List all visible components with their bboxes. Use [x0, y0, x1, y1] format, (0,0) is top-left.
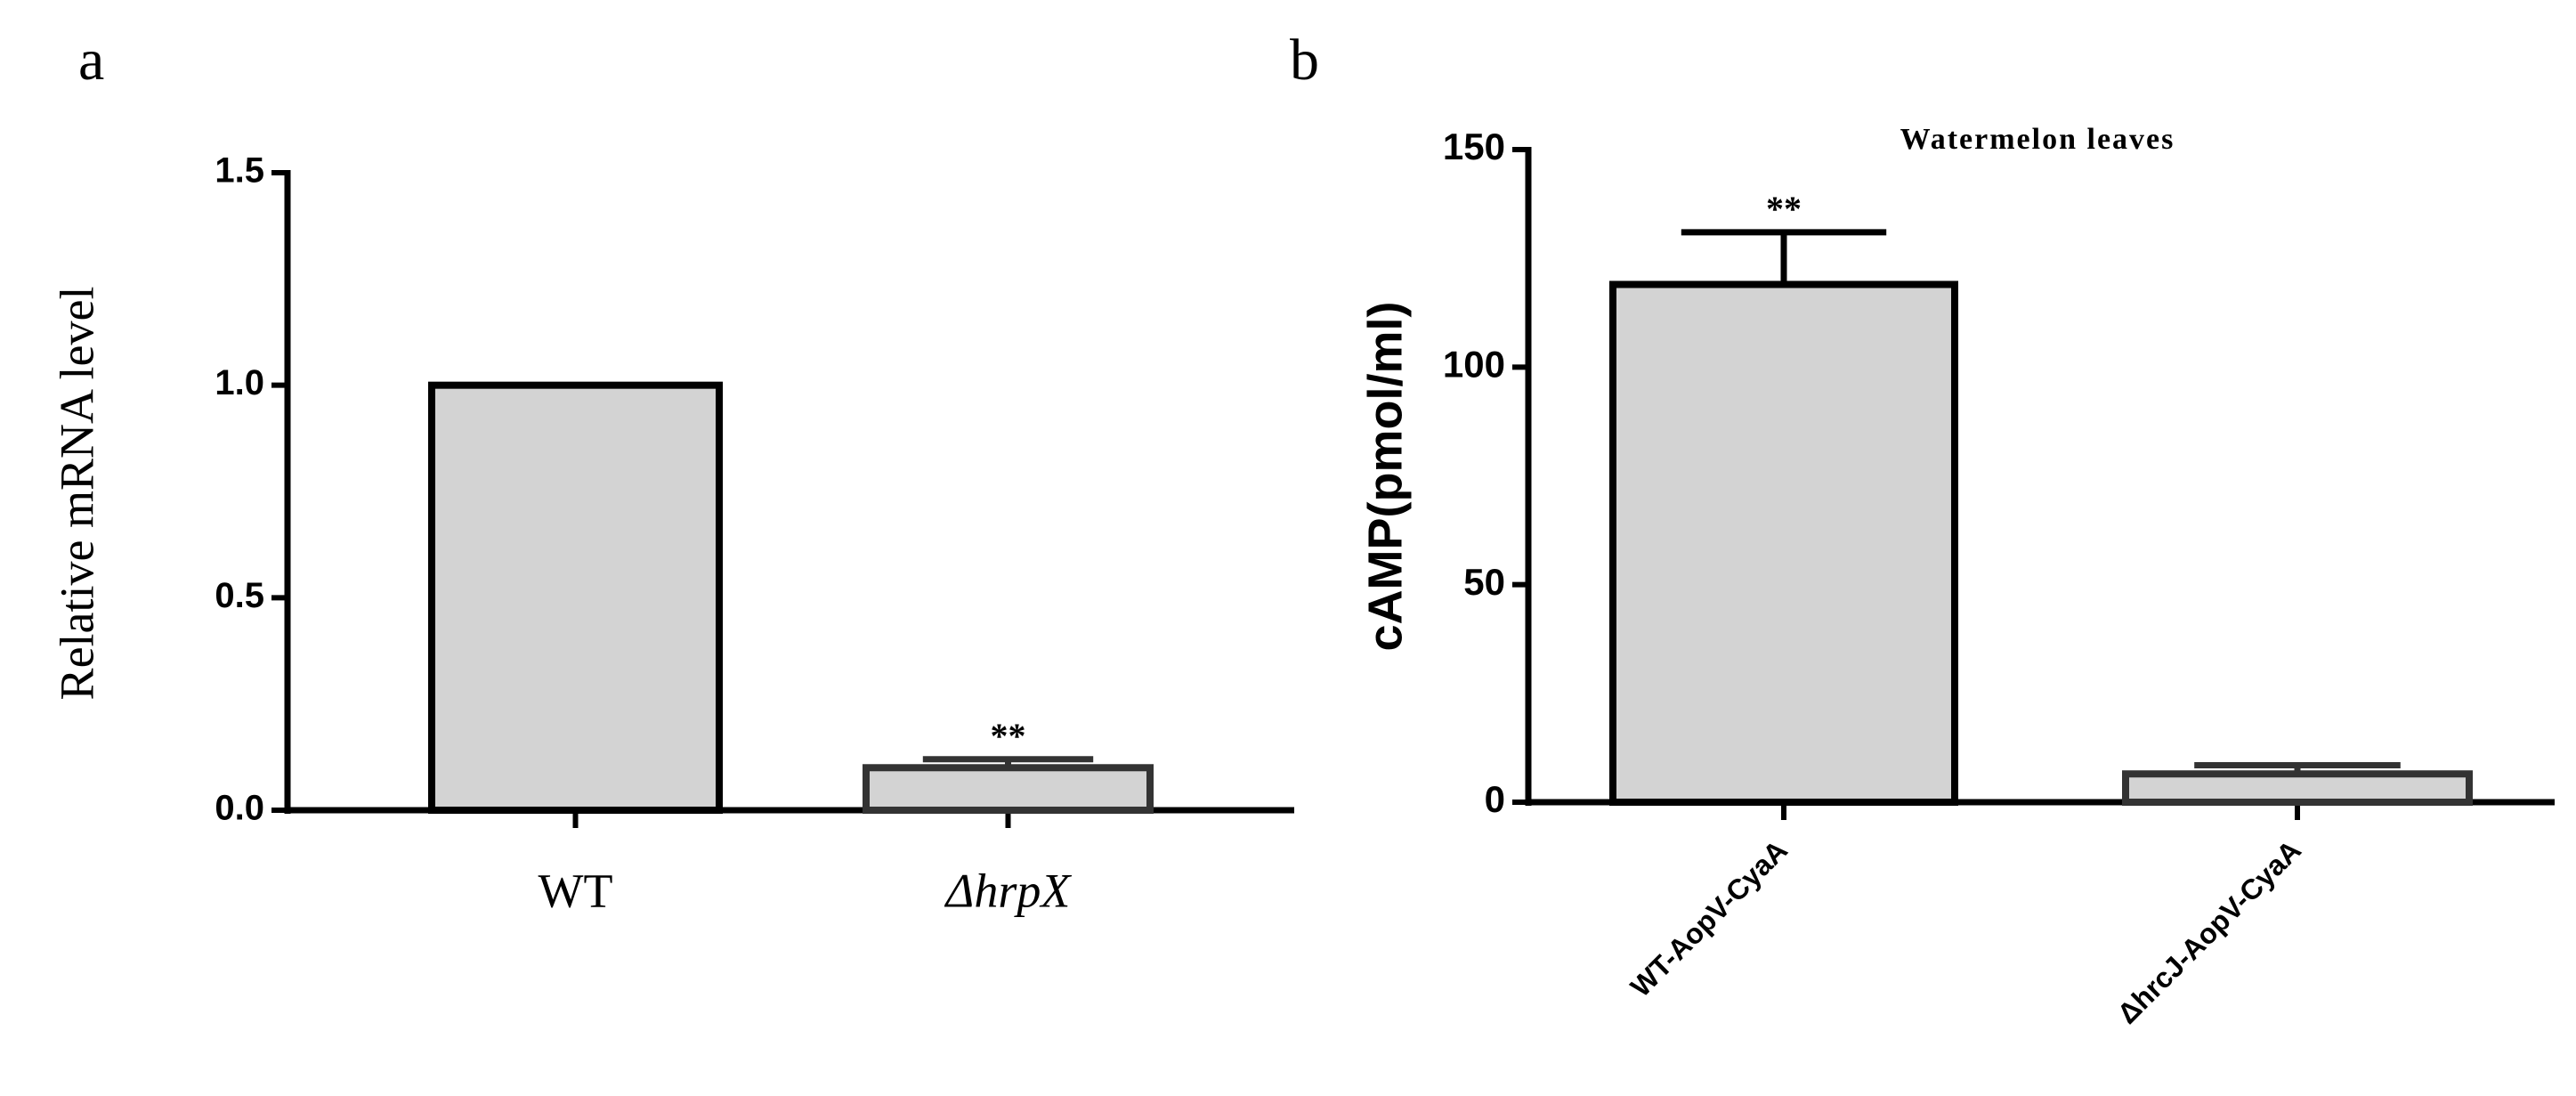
bar	[428, 381, 723, 814]
significance-label: **	[991, 716, 1026, 756]
chart-title: Watermelon leaves	[1900, 123, 2175, 156]
panel-label: a	[78, 28, 104, 93]
significance-label: **	[1766, 189, 1802, 229]
y-tick-label: 0	[1485, 778, 1505, 820]
x-tick-label: WT	[539, 864, 613, 917]
y-tick-label: 0.5	[215, 576, 264, 615]
y-tick-label: 0.0	[215, 789, 264, 828]
panel-label: b	[1290, 28, 1319, 93]
y-axis-label: cAMP(pmol/ml)	[1358, 301, 1412, 651]
bar	[863, 764, 1154, 814]
bar	[1609, 280, 1958, 806]
y-tick-label: 50	[1463, 561, 1505, 603]
y-tick-label: 150	[1443, 126, 1505, 167]
y-tick-label: 1.5	[215, 151, 264, 191]
y-tick-label: 100	[1443, 343, 1505, 385]
x-tick-label: ΔhrcJ-AopV-CyaA	[2111, 833, 2307, 1029]
error-bar	[1681, 229, 1887, 285]
x-tick-label: WT-AopV-CyaA	[1624, 833, 1794, 1003]
bar	[2122, 770, 2473, 807]
y-tick-label: 1.0	[215, 363, 264, 402]
x-tick-label: ΔhrpX	[944, 864, 1073, 917]
y-axis-label: Relative mRNA level	[50, 287, 103, 701]
